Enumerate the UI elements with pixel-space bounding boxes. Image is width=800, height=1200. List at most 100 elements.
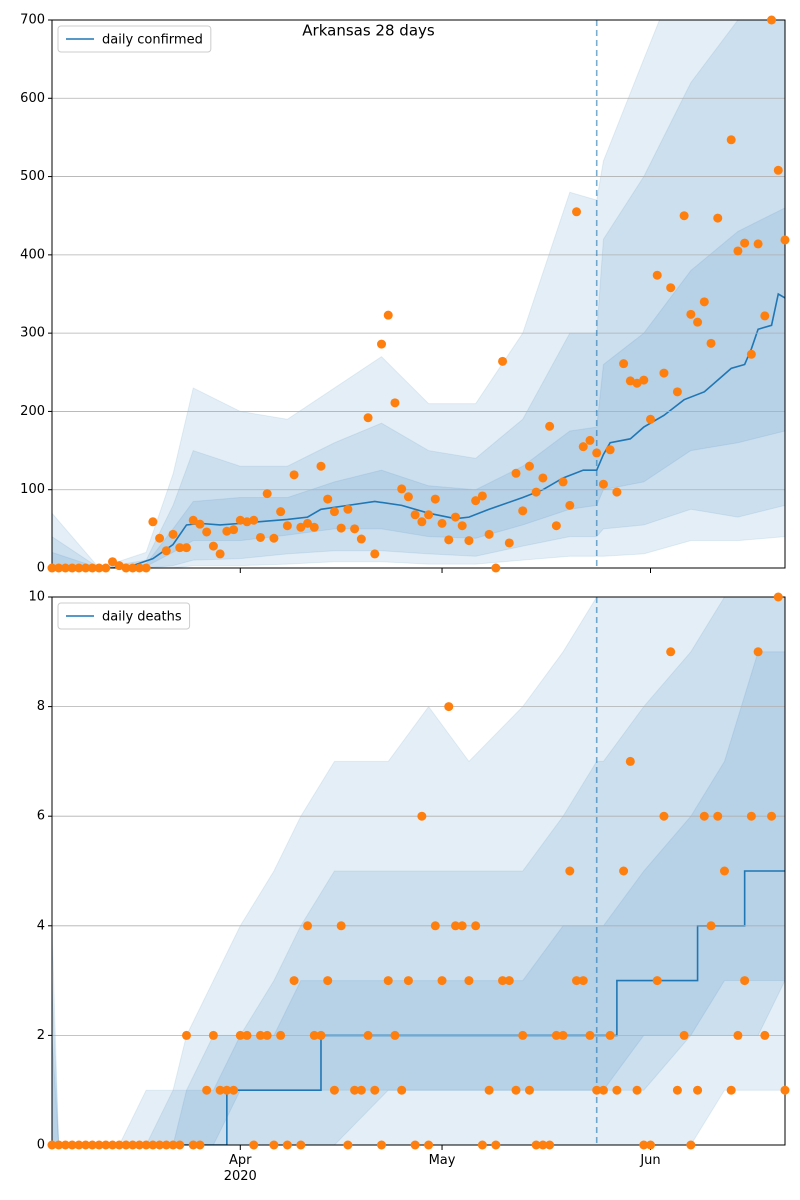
y-tick-label: 4 bbox=[37, 918, 45, 933]
observed-point bbox=[235, 515, 245, 525]
observed-point bbox=[175, 1140, 185, 1150]
observed-point bbox=[659, 368, 669, 378]
observed-point bbox=[726, 1085, 736, 1095]
observed-point bbox=[242, 517, 252, 527]
observed-point bbox=[377, 339, 387, 349]
observed-point bbox=[188, 515, 198, 525]
observed-point bbox=[471, 496, 481, 506]
observed-point bbox=[215, 549, 225, 559]
observed-point bbox=[531, 487, 541, 497]
observed-point bbox=[303, 921, 313, 931]
observed-point bbox=[87, 1140, 97, 1150]
observed-point bbox=[498, 356, 508, 366]
observed-point bbox=[222, 1085, 232, 1095]
observed-point bbox=[262, 1030, 272, 1040]
chart-title: Arkansas 28 days bbox=[302, 22, 435, 40]
observed-point bbox=[740, 976, 750, 986]
observed-point bbox=[498, 976, 508, 986]
observed-point bbox=[276, 507, 286, 517]
observed-point bbox=[753, 239, 763, 249]
legend-label: daily confirmed bbox=[102, 33, 203, 48]
y-tick-label: 100 bbox=[20, 482, 45, 497]
observed-point bbox=[47, 563, 57, 573]
observed-point bbox=[309, 1030, 319, 1040]
observed-point bbox=[592, 1085, 602, 1095]
observed-point bbox=[598, 479, 608, 489]
line bbox=[52, 870, 785, 1145]
observed-point bbox=[262, 489, 272, 499]
observed-point bbox=[780, 235, 790, 245]
observed-point bbox=[229, 1085, 239, 1095]
observed-point bbox=[578, 442, 588, 452]
observed-point bbox=[60, 563, 70, 573]
observed-point bbox=[282, 1140, 292, 1150]
y-tick-label: 8 bbox=[37, 699, 45, 714]
observed-point bbox=[632, 1085, 642, 1095]
observed-point bbox=[343, 504, 353, 514]
observed-point bbox=[350, 1085, 360, 1095]
confidence-band bbox=[52, 20, 785, 568]
observed-point bbox=[565, 500, 575, 510]
observed-point bbox=[101, 1140, 111, 1150]
observed-point bbox=[255, 1030, 265, 1040]
observed-point bbox=[484, 529, 494, 539]
observed-point bbox=[558, 1030, 568, 1040]
observed-point bbox=[639, 1140, 649, 1150]
observed-point bbox=[222, 526, 232, 536]
observed-point bbox=[666, 283, 676, 293]
observed-point bbox=[572, 207, 582, 217]
observed-point bbox=[141, 563, 151, 573]
observed-point bbox=[181, 1030, 191, 1040]
observed-point bbox=[242, 1030, 252, 1040]
observed-point bbox=[208, 541, 218, 551]
observed-point bbox=[491, 1140, 501, 1150]
observed-point bbox=[148, 1140, 158, 1150]
observed-point bbox=[155, 533, 165, 543]
y-tick-label: 0 bbox=[37, 561, 45, 576]
observed-point bbox=[437, 976, 447, 986]
observed-point bbox=[430, 921, 440, 931]
observed-point bbox=[202, 527, 212, 537]
observed-point bbox=[632, 378, 642, 388]
observed-point bbox=[94, 1140, 104, 1150]
observed-point bbox=[639, 375, 649, 385]
line bbox=[52, 292, 785, 568]
observed-point bbox=[699, 297, 709, 307]
observed-point bbox=[511, 468, 521, 478]
legend-box bbox=[57, 25, 212, 53]
observed-point bbox=[437, 518, 447, 528]
observed-point bbox=[269, 533, 279, 543]
observed-point bbox=[605, 445, 615, 455]
observed-point bbox=[679, 211, 689, 221]
observed-point bbox=[403, 492, 413, 502]
observed-point bbox=[54, 1140, 64, 1150]
observed-point bbox=[403, 976, 413, 986]
legend-box bbox=[57, 602, 191, 630]
observed-point bbox=[518, 506, 528, 516]
x-tick-label: Jun bbox=[640, 1153, 661, 1168]
observed-point bbox=[504, 538, 514, 548]
observed-point bbox=[289, 976, 299, 986]
observed-point bbox=[551, 1030, 561, 1040]
observed-point bbox=[397, 1085, 407, 1095]
observed-point bbox=[578, 976, 588, 986]
observed-point bbox=[195, 519, 205, 529]
observed-point bbox=[464, 976, 474, 986]
observed-point bbox=[370, 549, 380, 559]
observed-point bbox=[356, 534, 366, 544]
observed-point bbox=[255, 532, 265, 542]
observed-point bbox=[605, 1030, 615, 1040]
observed-point bbox=[134, 563, 144, 573]
observed-point bbox=[430, 494, 440, 504]
plot-area bbox=[52, 597, 785, 1145]
observed-point bbox=[565, 866, 575, 876]
observed-point bbox=[518, 1030, 528, 1040]
observed-point bbox=[323, 494, 333, 504]
observed-point bbox=[733, 1030, 743, 1040]
observed-point bbox=[141, 1140, 151, 1150]
observed-point bbox=[181, 543, 191, 553]
observed-point bbox=[753, 647, 763, 657]
observed-point bbox=[444, 535, 454, 545]
observed-point bbox=[377, 1140, 387, 1150]
observed-point bbox=[773, 592, 783, 602]
